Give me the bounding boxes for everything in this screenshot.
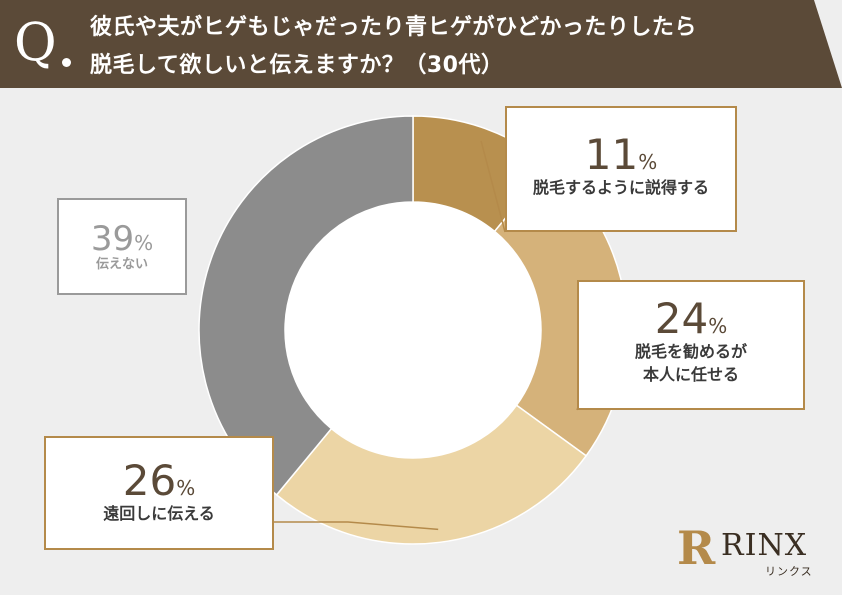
header-edge <box>814 0 842 88</box>
callout-39-label: 伝えない <box>95 257 148 272</box>
callout-11-pct: 11% <box>584 130 658 179</box>
leader-line-26 <box>274 521 439 531</box>
callout-24-label-2: 本人に任せる <box>642 365 739 385</box>
callout-24-label-1: 脱毛を勧めるが <box>634 342 747 361</box>
callout-24-pct: 24% <box>654 294 728 343</box>
donut-hole <box>285 202 541 458</box>
callout-26-pct: 26% <box>122 456 196 505</box>
callout-26: 26% 遠回しに伝える <box>44 436 274 550</box>
callout-39-pct: 39% <box>90 219 154 259</box>
question-line-2: 脱毛して欲しいと伝えますか？（30代） <box>90 53 504 78</box>
callout-11-label: 脱毛するように説得する <box>532 178 709 197</box>
rinx-logo-mark-icon: R <box>677 521 716 575</box>
callout-24: 24% 脱毛を勧めるが 本人に任せる <box>577 280 805 410</box>
rinx-logo-kana: リンクス <box>765 565 813 578</box>
callout-39: 39% 伝えない <box>57 198 187 295</box>
leader-line-11 <box>480 140 506 233</box>
callout-26-label: 遠回しに伝える <box>103 504 215 523</box>
header-banner: Q 彼氏や夫がヒゲもじゃだったり青ヒゲがひどかったりしたら 脱毛して欲しいと伝え… <box>0 0 842 88</box>
rinx-logo-word: RINX <box>721 528 808 563</box>
q-letter: Q <box>14 13 57 73</box>
donut-slice-39 <box>198 115 414 496</box>
callout-11: 11% 脱毛するように説得する <box>505 106 737 232</box>
q-dot <box>62 58 71 67</box>
question-line-1: 彼氏や夫がヒゲもじゃだったり青ヒゲがひどかったりしたら <box>90 15 697 40</box>
rinx-logo: R RINX リンクス <box>677 525 827 585</box>
